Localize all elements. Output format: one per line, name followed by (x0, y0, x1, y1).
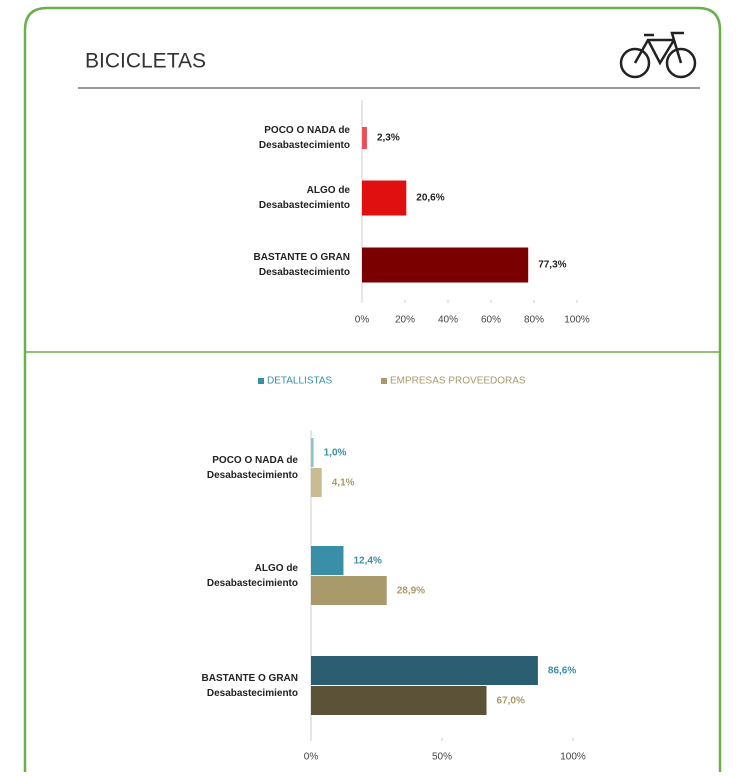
bar (362, 127, 367, 149)
bar (311, 438, 314, 467)
category-label: Desabastecimiento (259, 200, 350, 211)
x-tick-label: 80% (524, 315, 544, 326)
category-label: BASTANTE O GRAN (254, 252, 350, 263)
category-label: BASTANTE O GRAN (202, 673, 298, 684)
bike-icon (619, 31, 697, 79)
bar (362, 247, 529, 283)
bar (311, 468, 322, 497)
category-label: Desabastecimiento (259, 267, 350, 278)
data-label: 77,3% (538, 260, 566, 271)
data-label: 20,6% (416, 193, 444, 204)
category-label: POCO O NADA de (212, 455, 298, 466)
legend-swatch (381, 378, 387, 384)
category-label: Desabastecimiento (207, 578, 298, 589)
x-tick-label: 50% (432, 752, 452, 763)
category-label: POCO O NADA de (264, 125, 350, 136)
frame (23, 6, 722, 772)
data-label: 2,3% (377, 133, 400, 144)
data-label: 28,9% (397, 586, 425, 597)
page-title: BICICLETAS (85, 50, 206, 73)
data-label: 67,0% (497, 696, 525, 707)
x-tick-label: 60% (481, 315, 501, 326)
legend-label: DETALLISTAS (267, 376, 333, 387)
category-label: ALGO de (255, 563, 299, 574)
x-tick-label: 100% (564, 315, 590, 326)
category-label: Desabastecimiento (259, 140, 350, 151)
data-label: 86,6% (548, 666, 576, 677)
category-label: ALGO de (307, 185, 351, 196)
category-label: Desabastecimiento (207, 470, 298, 481)
bar (311, 546, 344, 575)
bar (311, 686, 487, 715)
data-label: 12,4% (353, 556, 381, 567)
x-tick-label: 20% (395, 315, 415, 326)
x-tick-label: 0% (304, 752, 319, 763)
category-label: Desabastecimiento (207, 688, 298, 699)
x-tick-label: 0% (355, 315, 370, 326)
bar (311, 576, 387, 605)
x-tick-label: 40% (438, 315, 458, 326)
legend-swatch (258, 378, 264, 384)
legend-label: EMPRESAS PROVEEDORAS (390, 376, 526, 387)
bar (362, 180, 407, 216)
x-tick-label: 100% (560, 752, 586, 763)
bar (311, 656, 538, 685)
data-label: 4,1% (332, 478, 355, 489)
data-label: 1,0% (324, 448, 347, 459)
